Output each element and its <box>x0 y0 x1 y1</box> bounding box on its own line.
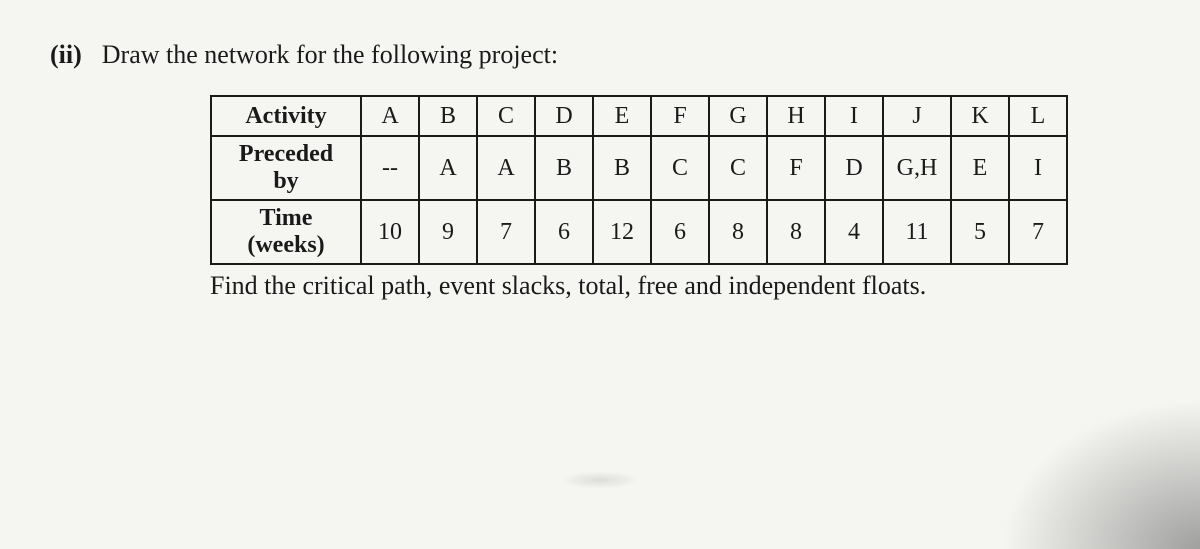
activity-cell: E <box>593 96 651 136</box>
time-cell: 4 <box>825 200 883 264</box>
activity-cell: A <box>361 96 419 136</box>
preceded-cell: F <box>767 136 825 200</box>
time-cell: 5 <box>951 200 1009 264</box>
preceded-cell: B <box>535 136 593 200</box>
time-cell: 6 <box>651 200 709 264</box>
time-cell: 12 <box>593 200 651 264</box>
preceded-cell: I <box>1009 136 1067 200</box>
activity-cell: I <box>825 96 883 136</box>
question-number: (ii) <box>50 40 82 70</box>
followup-text: Find the critical path, event slacks, to… <box>210 271 1150 301</box>
question-prompt: Draw the network for the following proje… <box>102 40 558 70</box>
time-cell: 9 <box>419 200 477 264</box>
time-cell: 7 <box>477 200 535 264</box>
time-cell: 11 <box>883 200 951 264</box>
preceded-cell: E <box>951 136 1009 200</box>
activity-cell: L <box>1009 96 1067 136</box>
preceded-cell: C <box>651 136 709 200</box>
row-label-time: Time (weeks) <box>211 200 361 264</box>
preceded-cell: C <box>709 136 767 200</box>
table-row-time: Time (weeks) 10 9 7 6 12 6 8 8 4 11 5 7 <box>211 200 1067 264</box>
activity-cell: K <box>951 96 1009 136</box>
time-cell: 6 <box>535 200 593 264</box>
table-row-activity: Activity A B C D E F G H I J K L <box>211 96 1067 136</box>
row-label-activity: Activity <box>211 96 361 136</box>
row-label-preceded: Preceded by <box>211 136 361 200</box>
time-cell: 8 <box>709 200 767 264</box>
project-table: Activity A B C D E F G H I J K L Precede… <box>210 95 1068 265</box>
activity-cell: B <box>419 96 477 136</box>
preceded-cell: -- <box>361 136 419 200</box>
preceded-cell: G,H <box>883 136 951 200</box>
question-line: (ii) Draw the network for the following … <box>50 40 1150 70</box>
time-cell: 10 <box>361 200 419 264</box>
activity-cell: J <box>883 96 951 136</box>
time-cell: 8 <box>767 200 825 264</box>
table-row-preceded: Preceded by -- A A B B C C F D G,H E I <box>211 136 1067 200</box>
time-cell: 7 <box>1009 200 1067 264</box>
paper-smudge <box>560 471 640 489</box>
table-wrapper: Activity A B C D E F G H I J K L Precede… <box>210 95 1110 265</box>
activity-cell: F <box>651 96 709 136</box>
preceded-cell: A <box>419 136 477 200</box>
activity-cell: G <box>709 96 767 136</box>
activity-cell: C <box>477 96 535 136</box>
preceded-cell: B <box>593 136 651 200</box>
preceded-cell: D <box>825 136 883 200</box>
paper-corner-shadow <box>1000 399 1200 549</box>
preceded-cell: A <box>477 136 535 200</box>
activity-cell: H <box>767 96 825 136</box>
activity-cell: D <box>535 96 593 136</box>
